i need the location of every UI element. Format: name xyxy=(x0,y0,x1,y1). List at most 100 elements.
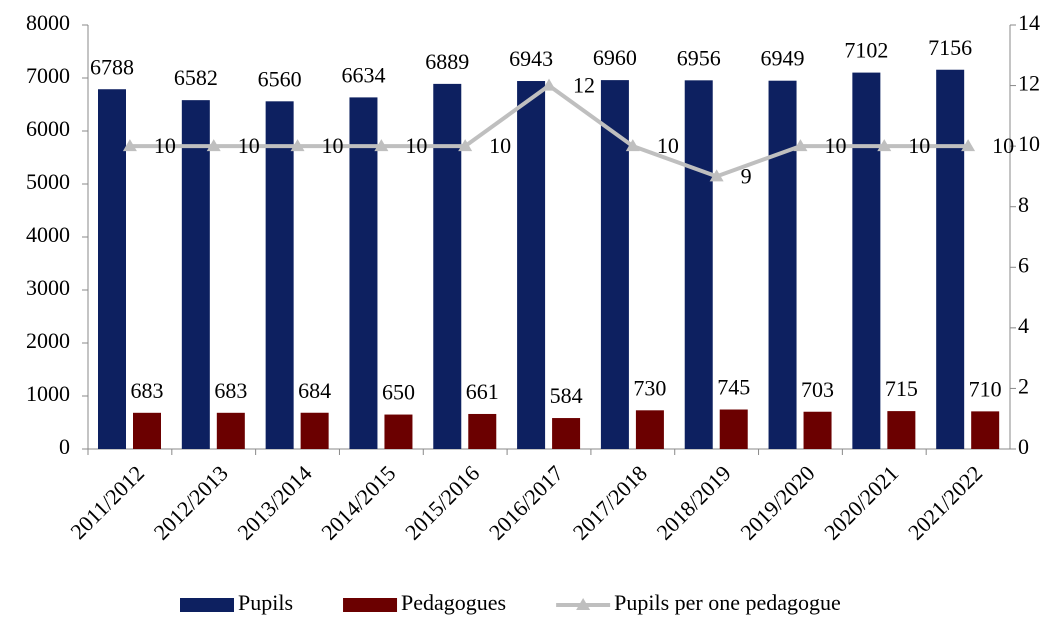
line-marker xyxy=(122,139,137,152)
y2-tick-label: 12 xyxy=(1018,71,1040,96)
data-label: 10 xyxy=(489,133,511,158)
line-marker xyxy=(877,139,892,152)
data-label: 12 xyxy=(573,73,595,98)
data-label: 10 xyxy=(322,133,344,158)
line-marker xyxy=(625,139,640,152)
data-label: 715 xyxy=(885,376,918,401)
y2-tick-label: 14 xyxy=(1018,10,1040,35)
y2-tick-label: 6 xyxy=(1018,252,1029,277)
data-label: 684 xyxy=(298,378,331,403)
data-label: 730 xyxy=(633,375,666,400)
legend-label: Pupils xyxy=(238,590,293,615)
line-marker xyxy=(290,139,305,152)
bar xyxy=(552,418,581,449)
bar xyxy=(216,412,245,449)
data-label: 683 xyxy=(131,378,164,403)
x-tick-label: 2021/2022 xyxy=(903,460,987,544)
y2-tick-label: 8 xyxy=(1018,192,1029,217)
data-label: 10 xyxy=(238,133,260,158)
y-tick-label: 2000 xyxy=(26,328,70,353)
data-label: 703 xyxy=(801,377,834,402)
data-label: 7102 xyxy=(844,38,888,63)
data-label: 10 xyxy=(908,133,930,158)
bar xyxy=(349,97,378,449)
bar xyxy=(133,412,161,449)
x-tick-label: 2016/2017 xyxy=(484,460,568,544)
bar xyxy=(468,413,497,449)
data-label: 6956 xyxy=(677,45,721,70)
bar xyxy=(936,69,965,450)
line-marker xyxy=(206,139,221,152)
bar xyxy=(768,80,797,449)
data-label: 10 xyxy=(154,133,176,158)
bar xyxy=(635,410,664,449)
data-label: 9 xyxy=(741,163,752,188)
line-marker xyxy=(542,78,556,91)
y2-tick-label: 0 xyxy=(1018,434,1029,459)
data-label: 10 xyxy=(657,133,679,158)
bar xyxy=(684,80,713,449)
y-tick-label: 4000 xyxy=(26,222,70,247)
line-marker xyxy=(709,169,724,182)
y-tick-label: 7000 xyxy=(26,63,70,88)
data-label: 745 xyxy=(717,375,750,400)
x-tick-label: 2015/2016 xyxy=(400,460,484,544)
line-marker xyxy=(793,139,808,152)
y-tick-label: 8000 xyxy=(26,10,70,35)
x-tick-label: 2014/2015 xyxy=(316,460,400,544)
data-label: 6943 xyxy=(509,46,553,71)
data-label: 7156 xyxy=(928,35,972,60)
legend-label: Pedagogues xyxy=(401,590,506,615)
data-label: 6788 xyxy=(90,54,134,79)
line xyxy=(129,83,969,179)
bar xyxy=(719,409,748,449)
data-label: 6960 xyxy=(593,45,637,70)
x-tick-label: 2020/2021 xyxy=(819,460,903,544)
x-tick-label: 2013/2014 xyxy=(232,460,316,544)
data-label: 10 xyxy=(405,133,427,158)
bar xyxy=(181,100,210,450)
data-label: 10 xyxy=(992,133,1014,158)
x-tick-label: 2019/2020 xyxy=(735,460,819,544)
y-tick-label: 0 xyxy=(59,434,70,459)
y-tick-label: 1000 xyxy=(26,381,70,406)
bar xyxy=(887,411,916,449)
y-tick-label: 5000 xyxy=(26,169,70,194)
y2-tick-label: 4 xyxy=(1018,313,1029,338)
x-tick-label: 2017/2018 xyxy=(568,460,652,544)
line-marker xyxy=(458,139,473,152)
data-label: 6582 xyxy=(174,65,218,90)
line-marker xyxy=(961,139,976,152)
x-tick-label: 2018/2019 xyxy=(652,460,736,544)
x-tick-label: 2012/2013 xyxy=(149,460,233,544)
line-marker xyxy=(374,139,389,152)
bar xyxy=(803,411,832,449)
y-tick-label: 3000 xyxy=(26,275,70,300)
legend-label: Pupils per one pedagogue xyxy=(614,590,841,615)
y-tick-label: 6000 xyxy=(26,116,70,141)
legend-marker xyxy=(576,598,591,610)
data-label: 6634 xyxy=(341,62,385,87)
data-label: 6949 xyxy=(761,46,805,71)
legend-swatch xyxy=(180,598,234,612)
data-label: 584 xyxy=(550,383,583,408)
bar xyxy=(852,72,881,450)
data-label: 661 xyxy=(466,379,499,404)
bar xyxy=(433,83,462,450)
x-tick-label: 2011/2012 xyxy=(65,460,149,544)
y2-tick-label: 2 xyxy=(1018,373,1029,398)
bar xyxy=(265,101,294,449)
data-label: 710 xyxy=(969,376,1002,401)
bar xyxy=(384,414,413,449)
bar xyxy=(971,411,1000,449)
data-label: 650 xyxy=(382,380,415,405)
bar xyxy=(517,81,546,450)
data-label: 10 xyxy=(824,133,846,158)
data-label: 6889 xyxy=(425,49,469,74)
y2-tick-label: 10 xyxy=(1018,131,1040,156)
bar xyxy=(98,89,126,450)
data-label: 683 xyxy=(214,378,247,403)
bar xyxy=(300,412,329,449)
legend-swatch xyxy=(343,598,398,612)
